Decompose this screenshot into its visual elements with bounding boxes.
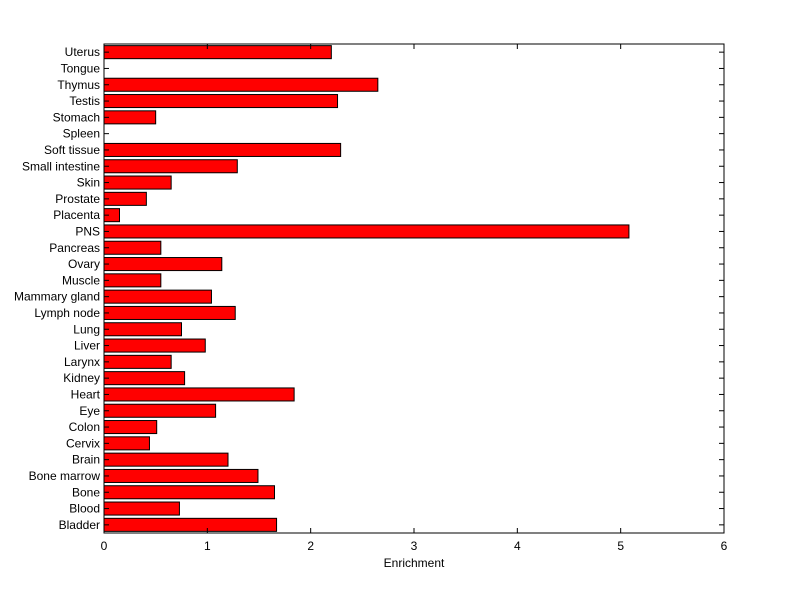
category-label: Colon bbox=[69, 420, 100, 434]
bar-larynx bbox=[103, 354, 172, 369]
bar-thymus bbox=[103, 77, 379, 92]
category-label: Soft tissue bbox=[44, 143, 100, 157]
bar-lymph-node bbox=[103, 305, 236, 320]
x-tick-label: 2 bbox=[307, 539, 314, 553]
category-labels: Uterus Tongue Thymus Testis Stomach Spleen Sof… bbox=[14, 45, 101, 532]
category-label: Spleen bbox=[63, 127, 100, 141]
category-label: PNS bbox=[75, 224, 100, 238]
category-label: Eye bbox=[79, 404, 100, 418]
bar-pancreas bbox=[103, 240, 162, 255]
category-label: Prostate bbox=[55, 192, 100, 206]
category-label: Mammary gland bbox=[14, 290, 100, 304]
x-tick-label: 6 bbox=[721, 539, 728, 553]
bar-liver bbox=[103, 338, 206, 353]
bar-colon bbox=[103, 420, 158, 435]
bars-group bbox=[103, 45, 630, 532]
bar-soft-tissue bbox=[103, 142, 342, 157]
x-tick-label: 3 bbox=[411, 539, 418, 553]
category-label: Bladder bbox=[59, 518, 100, 532]
bar-prostate bbox=[103, 191, 147, 206]
bar-bladder bbox=[103, 517, 278, 532]
category-label: Thymus bbox=[57, 78, 100, 92]
bar-heart bbox=[103, 387, 295, 402]
bar-brain bbox=[103, 452, 229, 467]
x-tick-label: 5 bbox=[617, 539, 624, 553]
category-label: Tongue bbox=[61, 61, 101, 75]
bar-mammary-gland bbox=[103, 289, 212, 304]
bar-lung bbox=[103, 322, 182, 337]
category-label: Bone marrow bbox=[29, 469, 101, 483]
category-label: Larynx bbox=[64, 355, 100, 369]
ticks-group bbox=[103, 44, 725, 533]
category-label: Blood bbox=[69, 502, 100, 516]
x-tick-label: 0 bbox=[101, 539, 108, 553]
category-label: Bone bbox=[72, 485, 100, 499]
category-label: Lymph node bbox=[34, 306, 100, 320]
bar-bone-marrow bbox=[103, 468, 259, 483]
bar-cervix bbox=[103, 436, 150, 451]
x-tick-label: 4 bbox=[514, 539, 521, 553]
plot-area-frame bbox=[103, 43, 725, 534]
bar-eye bbox=[103, 403, 217, 418]
bar-kidney bbox=[103, 371, 186, 386]
category-label: Placenta bbox=[53, 208, 100, 222]
bar-stomach bbox=[103, 110, 157, 125]
category-label: Heart bbox=[71, 387, 101, 401]
bar-muscle bbox=[103, 273, 162, 288]
category-label: Ovary bbox=[68, 257, 100, 271]
category-label: Brain bbox=[72, 453, 100, 467]
bar-small-intestine bbox=[103, 159, 238, 174]
category-label: Muscle bbox=[62, 273, 100, 287]
x-tick-labels: 0 1 2 3 4 5 6 bbox=[101, 539, 728, 553]
x-axis-label: Enrichment bbox=[384, 556, 445, 570]
category-label: Kidney bbox=[63, 371, 100, 385]
category-label: Testis bbox=[69, 94, 100, 108]
category-label: Uterus bbox=[65, 45, 100, 59]
category-label: Lung bbox=[73, 322, 100, 336]
bar-skin bbox=[103, 175, 172, 190]
bar-bone bbox=[103, 485, 275, 500]
bar-ovary bbox=[103, 257, 223, 272]
category-label: Stomach bbox=[53, 110, 100, 124]
bar-blood bbox=[103, 501, 180, 516]
category-label: Skin bbox=[77, 176, 100, 190]
category-label: Cervix bbox=[66, 436, 100, 450]
category-label: Small intestine bbox=[22, 159, 100, 173]
category-label: Liver bbox=[74, 339, 100, 353]
category-label: Pancreas bbox=[49, 241, 100, 255]
bar-pns bbox=[103, 224, 630, 239]
bar-uterus bbox=[103, 45, 332, 60]
bar-testis bbox=[103, 94, 339, 109]
x-tick-label: 1 bbox=[204, 539, 211, 553]
